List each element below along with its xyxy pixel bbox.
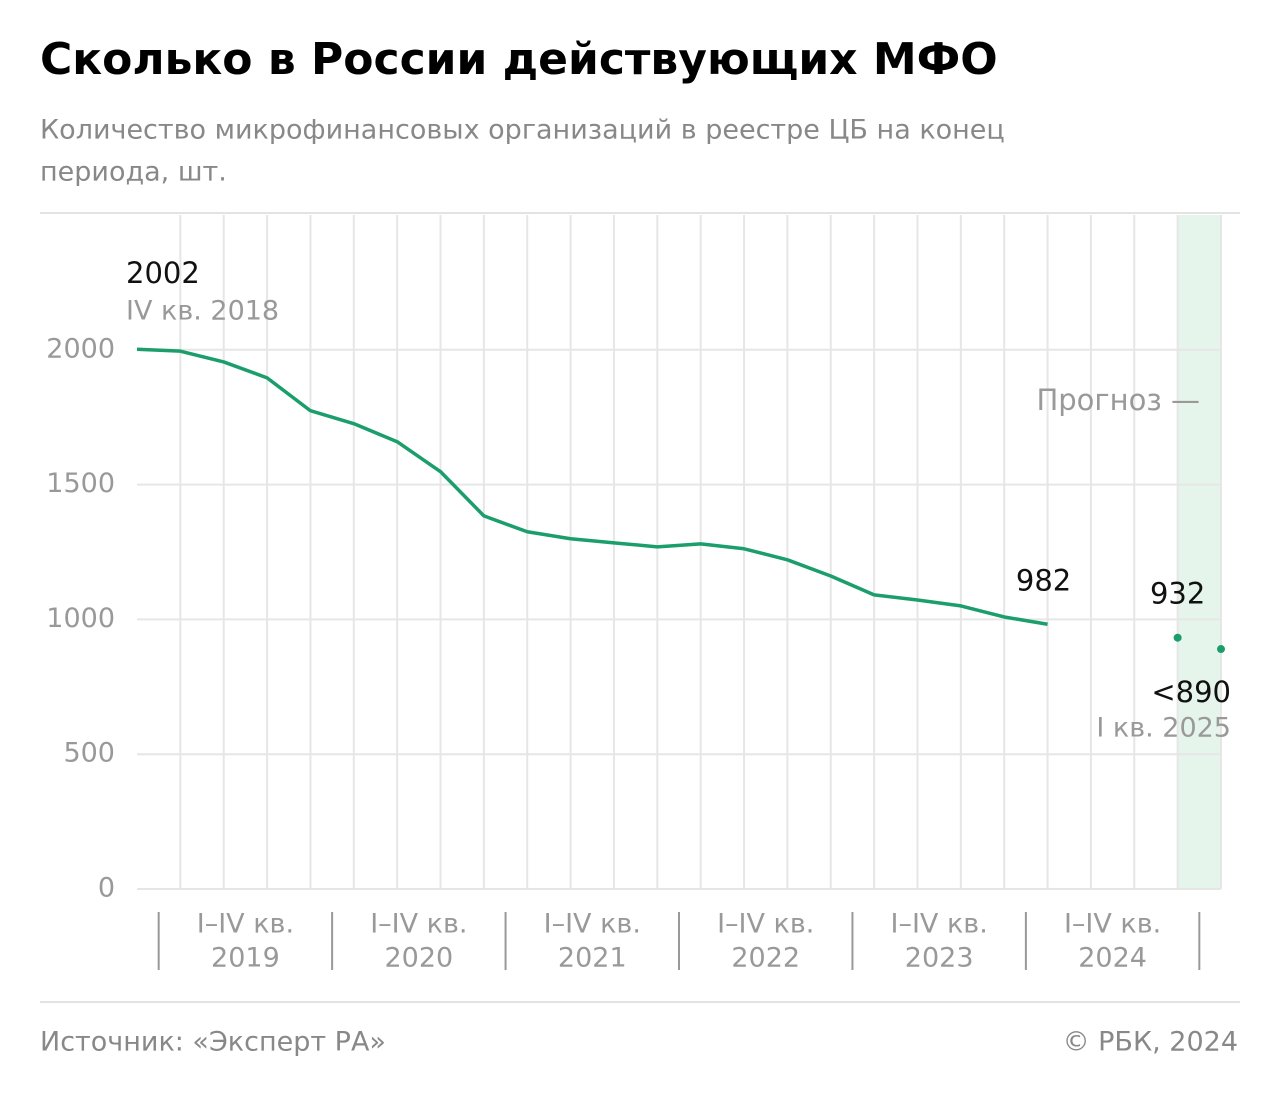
x-group-year: 2022 xyxy=(731,943,800,974)
annotation: I кв. 2025 xyxy=(1096,713,1231,744)
y-tick-label: 2000 xyxy=(46,333,115,364)
forecast-point xyxy=(1173,633,1182,642)
x-group-period: I–IV кв. xyxy=(544,909,641,940)
x-group-year: 2020 xyxy=(384,943,453,974)
subtitle: периода, шт. xyxy=(40,157,227,188)
value-label: <890 xyxy=(1151,675,1231,709)
forecast-point xyxy=(1217,645,1225,654)
x-group-year: 2019 xyxy=(211,943,280,974)
x-group-period: I–IV кв. xyxy=(197,909,294,940)
x-group-year: 2024 xyxy=(1078,943,1147,974)
x-group-year: 2021 xyxy=(558,943,627,974)
x-group-period: I–IV кв. xyxy=(891,909,988,940)
copyright: © РБК, 2024 xyxy=(1063,1027,1238,1058)
x-group-period: I–IV кв. xyxy=(717,909,814,940)
annotation: Прогноз — xyxy=(1036,383,1200,417)
x-group-period: I–IV кв. xyxy=(370,909,467,940)
line xyxy=(136,347,1048,626)
y-tick-label: 0 xyxy=(98,873,115,904)
value-label: 932 xyxy=(1150,577,1205,611)
x-group-period: I–IV кв. xyxy=(1064,909,1161,940)
chart-title: Сколько в России действующих МФО xyxy=(40,34,998,85)
y-tick-label: 500 xyxy=(63,738,115,769)
y-tick-label: 1000 xyxy=(46,603,115,634)
value-label: 2002 xyxy=(126,256,200,290)
annotation: IV кв. 2018 xyxy=(126,296,279,327)
x-group-year: 2023 xyxy=(905,943,974,974)
value-label: 982 xyxy=(1016,563,1071,597)
y-tick-label: 1500 xyxy=(46,468,115,499)
forecast-band xyxy=(1177,215,1221,889)
subtitle: Количество микрофинансовых организаций в… xyxy=(40,115,1005,146)
source: Источник: «Эксперт РА» xyxy=(40,1027,386,1058)
